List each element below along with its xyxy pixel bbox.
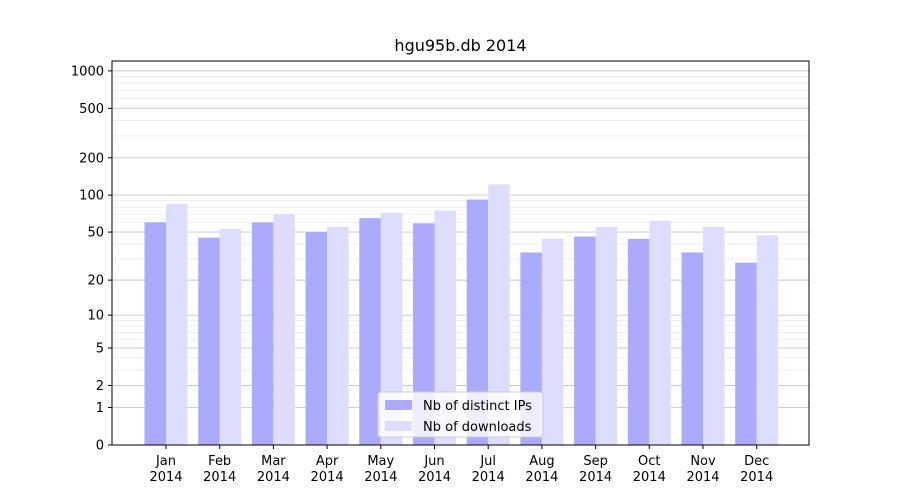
chart-title: hgu95b.db 2014 [394,36,526,55]
x-tick-label: Oct 2014 [633,454,666,485]
bar-downloads [756,235,779,445]
y-tick-label: 10 [87,309,104,324]
y-tick-label: 1 [96,401,104,416]
x-tick-label: Nov 2014 [686,454,719,485]
x-tick-label: May 2014 [364,454,397,485]
legend: Nb of distinct IPs Nb of downloads [377,391,544,438]
y-tick-label: 5 [96,341,104,356]
bar-downloads [703,227,725,445]
bars [144,184,779,445]
legend-label: Nb of distinct IPs [423,399,532,414]
bar-downloads [327,227,349,445]
bar-downloads [488,184,510,445]
y-tick-label: 0 [96,439,104,454]
y-tick-label: 2 [96,379,104,394]
y-tick-label: 50 [87,226,104,241]
x-tick-label: Apr 2014 [311,454,344,485]
bar-distinct-ips [574,236,596,445]
bar-distinct-ips [251,222,274,445]
y-tick-label: 1000 [71,64,104,79]
x-tick-label: Mar 2014 [257,454,290,485]
legend-label: Nb of downloads [423,420,532,435]
bar-distinct-ips [735,262,757,445]
bar-distinct-ips [466,199,489,445]
legend-swatch [385,400,412,410]
bar-distinct-ips [144,222,166,445]
x-tick-label: Jun 2014 [418,454,451,485]
x-tick-label: Feb 2014 [203,454,236,485]
x-tick-label: Jul 2014 [472,454,505,485]
legend-swatch [385,421,412,431]
bar-distinct-ips [627,238,650,445]
x-axis: Jan 2014 Feb 2014 Mar 2014 Apr 2014 May 2014 Jun 20… [149,445,773,485]
y-axis: 0 1 2 5 10 20 50 100 200 500 1000 [71,64,112,454]
y-tick-label: 100 [79,189,104,204]
y-tick-label: 20 [87,274,104,289]
bar-distinct-ips [681,252,703,445]
y-tick-label: 200 [79,151,104,166]
x-tick-label: Sep 2014 [579,454,612,485]
bar-downloads [380,212,403,445]
bar-downloads [273,214,295,445]
bar-downloads [434,210,456,445]
x-tick-label: Dec 2014 [740,454,773,485]
bar-downloads [649,220,671,445]
x-tick-label: Jan 2014 [149,454,182,485]
y-tick-label: 500 [79,102,104,117]
bar-downloads [541,238,564,445]
bar-distinct-ips [305,232,328,445]
bar-distinct-ips [413,223,435,445]
bar-downloads [219,228,242,445]
plot-frame [111,60,810,446]
bar-downloads [166,203,188,445]
bar-distinct-ips [359,218,381,445]
legend-box [377,391,544,438]
bar-downloads [595,227,618,445]
bar-distinct-ips [198,237,220,445]
x-tick-label: Aug 2014 [525,454,558,485]
